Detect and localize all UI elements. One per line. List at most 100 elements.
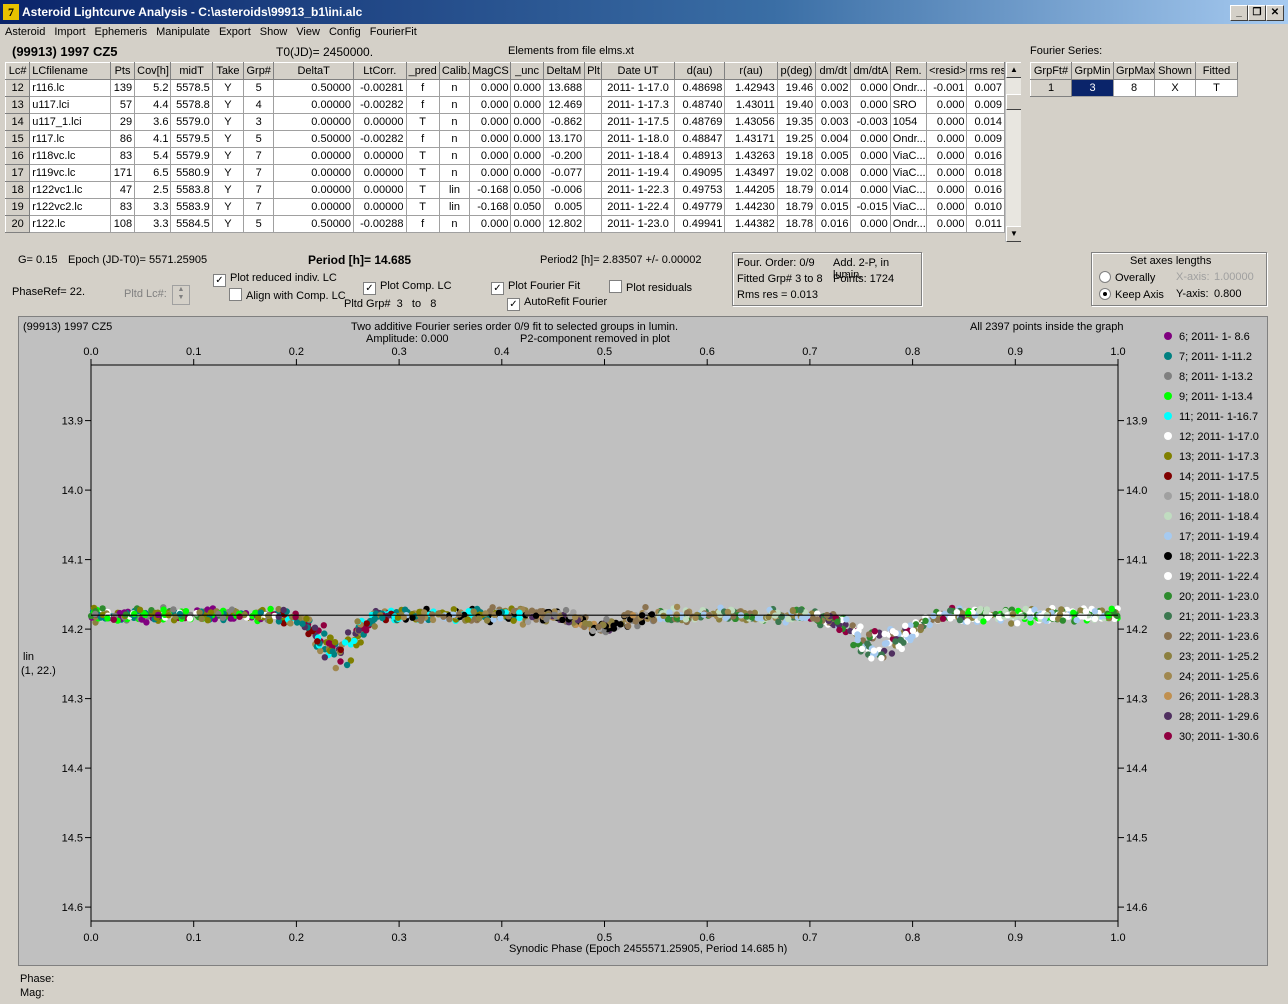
- table-cell[interactable]: 0.000: [926, 96, 968, 114]
- table-cell[interactable]: 0.003: [815, 113, 852, 131]
- menu-fourierfit[interactable]: FourierFit: [369, 26, 417, 38]
- table-cell[interactable]: u117.lci: [29, 96, 111, 114]
- table-cell[interactable]: 5579.9: [170, 147, 213, 165]
- table-cell[interactable]: ViaC...: [889, 181, 928, 199]
- table-cell[interactable]: 83: [109, 147, 136, 165]
- table-cell[interactable]: -0.006: [542, 181, 586, 199]
- table-cell[interactable]: 0.000: [926, 181, 968, 199]
- table-cell[interactable]: 18.78: [776, 215, 817, 233]
- lightcurve-chart[interactable]: 0.0 0.0 0.1 0.1 0.2 0.2 0.3 0.3 0.4 0.4 0.5 0.5 0.6 0…: [19, 317, 1267, 965]
- table-cell[interactable]: 2011- 1-19.4: [601, 164, 675, 182]
- col-header[interactable]: GrpMin: [1071, 62, 1114, 80]
- col-header[interactable]: Fitted: [1195, 62, 1238, 80]
- table-cell[interactable]: 171: [109, 164, 136, 182]
- table-cell[interactable]: 0.000: [510, 130, 544, 148]
- table-cell[interactable]: 2011- 1-18.4: [601, 147, 675, 165]
- table-cell[interactable]: 1054: [889, 113, 928, 131]
- table-cell[interactable]: 1.43263: [724, 147, 778, 165]
- row-number[interactable]: 14: [5, 113, 31, 131]
- table-row[interactable]: 15 r117.lc 86 4.1 5579.5 Y 5 0.50000 -0.00282 f n 0…: [5, 130, 1005, 148]
- table-cell[interactable]: 0.008: [815, 164, 852, 182]
- table-cell[interactable]: f: [405, 215, 440, 233]
- pltd-lc-spinner[interactable]: ▲ ▼: [172, 285, 190, 305]
- table-cell[interactable]: 0.000: [510, 215, 544, 233]
- y-axis-value[interactable]: 0.800: [1214, 288, 1242, 300]
- col-header[interactable]: MagCS: [469, 62, 512, 80]
- col-header[interactable]: Take: [211, 62, 245, 80]
- table-cell[interactable]: 0.050: [510, 181, 544, 199]
- row-number[interactable]: 15: [5, 130, 31, 148]
- col-header[interactable]: Date UT: [601, 62, 675, 80]
- table-cell[interactable]: n: [438, 164, 471, 182]
- align-comp-checkbox[interactable]: Align with Comp. LC: [229, 288, 346, 302]
- col-header[interactable]: Pts: [109, 62, 136, 80]
- table-cell[interactable]: 0.010: [966, 198, 1005, 216]
- table-cell[interactable]: 0.00000: [353, 181, 407, 199]
- table-cell[interactable]: Y: [211, 113, 245, 131]
- pltd-grp-from[interactable]: 3: [396, 298, 403, 310]
- table-row[interactable]: 20 r122.lc 108 3.3 5584.5 Y 5 0.50000 -0.00288 f n…: [5, 215, 1005, 233]
- table-cell[interactable]: -0.015: [850, 198, 891, 216]
- table-cell[interactable]: 4.1: [134, 130, 172, 148]
- table-cell[interactable]: -0.168: [469, 198, 512, 216]
- fourier-table[interactable]: GrpFt# GrpMin GrpMax Shown Fitted 1 3 8 X T: [1030, 62, 1238, 97]
- row-number[interactable]: 1: [1030, 79, 1072, 97]
- pltd-grp-to[interactable]: 8: [430, 298, 437, 310]
- table-cell[interactable]: n: [438, 215, 471, 233]
- table-cell[interactable]: 2011- 1-17.5: [601, 113, 675, 131]
- table-row[interactable]: 19 r122vc2.lc 83 3.3 5583.9 Y 7 0.00000 0.00000 T…: [5, 198, 1005, 216]
- table-cell[interactable]: 2.5: [134, 181, 172, 199]
- lc-table[interactable]: Lc# LCfilename Pts Cov[h] midT Take Grp# DeltaT…: [5, 62, 1005, 233]
- row-number[interactable]: 12: [5, 79, 31, 97]
- table-cell[interactable]: -0.077: [542, 164, 586, 182]
- table-cell[interactable]: 3: [243, 113, 275, 131]
- radio-on-icon[interactable]: [1099, 288, 1111, 300]
- table-cell[interactable]: -0.00288: [353, 215, 407, 233]
- table-cell[interactable]: 0.016: [966, 147, 1005, 165]
- table-cell[interactable]: [584, 164, 603, 182]
- table-cell[interactable]: 0.00000: [353, 113, 407, 131]
- table-cell[interactable]: 7: [243, 164, 275, 182]
- menu-show[interactable]: Show: [259, 26, 288, 38]
- table-cell[interactable]: ViaC...: [889, 164, 928, 182]
- table-cell[interactable]: 5.4: [134, 147, 172, 165]
- restore-button[interactable]: ❐: [1248, 5, 1266, 21]
- table-cell[interactable]: 19.25: [776, 130, 817, 148]
- table-cell[interactable]: u117_1.lci: [29, 113, 111, 131]
- table-cell[interactable]: 0.014: [966, 113, 1005, 131]
- table-cell[interactable]: 19.46: [776, 79, 817, 97]
- col-header[interactable]: GrpMax: [1113, 62, 1155, 80]
- table-cell[interactable]: 2011- 1-22.3: [601, 181, 675, 199]
- table-cell[interactable]: [584, 113, 603, 131]
- table-cell[interactable]: 0.009: [966, 96, 1005, 114]
- table-cell[interactable]: r117.lc: [29, 130, 111, 148]
- table-cell[interactable]: 13.688: [542, 79, 586, 97]
- table-cell[interactable]: 0.50000: [273, 79, 355, 97]
- table-cell[interactable]: 12.802: [542, 215, 586, 233]
- table-row[interactable]: 13 u117.lci 57 4.4 5578.8 Y 4 0.00000 -0.00282 f n…: [5, 96, 1005, 114]
- row-number[interactable]: 13: [5, 96, 31, 114]
- col-header[interactable]: r(au): [724, 62, 778, 80]
- table-cell[interactable]: Y: [211, 147, 245, 165]
- table-cell[interactable]: 19.40: [776, 96, 817, 114]
- table-cell[interactable]: 0.00000: [273, 147, 355, 165]
- plot-comp-checkbox[interactable]: ✓ Plot Comp. LC: [363, 280, 452, 295]
- table-cell[interactable]: 5.2: [134, 79, 172, 97]
- table-cell[interactable]: 0.009: [966, 130, 1005, 148]
- table-cell[interactable]: Ondr...: [889, 79, 928, 97]
- table-cell[interactable]: 0.016: [966, 181, 1005, 199]
- col-header[interactable]: p(deg): [776, 62, 817, 80]
- table-cell[interactable]: 0.015: [815, 198, 852, 216]
- table-cell[interactable]: Y: [211, 130, 245, 148]
- table-cell[interactable]: lin: [438, 198, 471, 216]
- table-cell[interactable]: Y: [211, 96, 245, 114]
- table-cell[interactable]: 5583.9: [170, 198, 213, 216]
- row-number[interactable]: 19: [5, 198, 31, 216]
- table-cell[interactable]: T: [405, 147, 440, 165]
- table-cell[interactable]: 0.50000: [273, 215, 355, 233]
- table-cell[interactable]: T: [1195, 79, 1238, 97]
- table-cell[interactable]: ViaC...: [889, 198, 928, 216]
- table-cell[interactable]: 0.000: [850, 130, 891, 148]
- table-cell[interactable]: 2011- 1-22.4: [601, 198, 675, 216]
